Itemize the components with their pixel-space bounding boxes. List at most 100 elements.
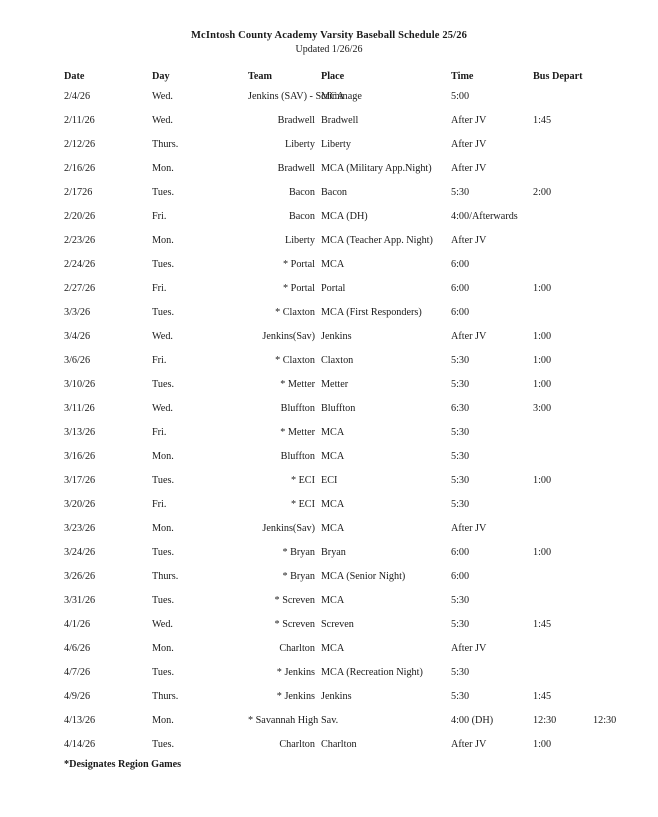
cell-date: 2/24/26 <box>64 259 96 270</box>
cell-bus-depart: 1:00 <box>533 547 552 558</box>
cell-date: 4/7/26 <box>64 667 91 678</box>
cell-team: Bluffton <box>280 451 315 462</box>
table-row: 3/3/26 Tues. * Claxton MCA (First Responder… <box>64 307 633 332</box>
cell-bus-depart: 2:00 <box>533 187 552 198</box>
cell-extra <box>593 740 633 764</box>
cell-day: Fri. <box>152 283 167 294</box>
cell-team: Bradwell <box>277 115 315 126</box>
cell-time: 4:00/Afterwards <box>451 211 518 222</box>
table-row: 3/6/26 Fri. * Claxton Claxton 5:30 1:00 <box>64 355 633 380</box>
cell-time: 5:30 <box>451 379 470 390</box>
cell-day: Tues. <box>152 547 174 558</box>
cell-date: 2/20/26 <box>64 211 96 222</box>
cell-date: 4/1/26 <box>64 619 91 630</box>
cell-day: Wed. <box>152 115 173 126</box>
column-header-place: Place <box>321 71 345 82</box>
cell-bus-depart: 1:45 <box>533 691 552 702</box>
cell-date: 4/13/26 <box>64 715 96 726</box>
cell-time: 5:30 <box>451 667 470 678</box>
cell-date: 3/23/26 <box>64 523 96 534</box>
cell-place: Sav. <box>321 715 339 726</box>
cell-team: * Claxton <box>275 355 315 366</box>
cell-extra <box>593 116 633 140</box>
table-row: 3/11/26 Wed. Bluffton Bluffton 6:30 3:00 <box>64 403 633 428</box>
cell-extra <box>593 356 633 380</box>
cell-day: Tues. <box>152 187 174 198</box>
cell-date: 3/11/26 <box>64 403 95 414</box>
cell-day: Mon. <box>152 643 174 654</box>
cell-time: After JV <box>451 235 487 246</box>
table-row: 3/20/26 Fri. * ECI MCA 5:30 <box>64 499 633 524</box>
table-row: 2/1726 Tues. Bacon Bacon 5:30 2:00 <box>64 187 633 212</box>
cell-extra <box>593 620 633 644</box>
cell-place: MCA <box>321 427 345 438</box>
cell-bus-depart <box>533 212 593 236</box>
cell-team: Bacon <box>288 211 315 222</box>
cell-date: 2/4/26 <box>64 91 91 102</box>
cell-time: After JV <box>451 739 487 750</box>
cell-extra <box>593 188 633 212</box>
cell-bus-depart: 1:45 <box>533 115 552 126</box>
cell-time: 5:30 <box>451 475 470 486</box>
cell-team: * Screven <box>274 595 315 606</box>
cell-time: After JV <box>451 643 487 654</box>
column-header-day: Day <box>152 71 170 82</box>
table-row: 3/10/26 Tues. * Metter Metter 5:30 1:00 <box>64 379 633 404</box>
title-block: McIntosh County Academy Varsity Baseball… <box>0 0 658 57</box>
cell-extra: 12:30 <box>593 715 617 726</box>
table-row: 3/16/26 Mon. Bluffton MCA 5:30 <box>64 451 633 476</box>
table-row: 3/17/26 Tues. * ECI ECI 5:30 1:00 <box>64 475 633 500</box>
cell-extra <box>593 212 633 236</box>
table-row: 2/27/26 Fri. * Portal Portal 6:00 1:00 <box>64 283 633 308</box>
cell-bus-depart <box>533 428 593 452</box>
cell-date: 3/24/26 <box>64 547 96 558</box>
cell-team: Charlton <box>279 643 315 654</box>
cell-time: 5:30 <box>451 691 470 702</box>
cell-day: Fri. <box>152 427 167 438</box>
cell-team: * ECI <box>290 499 315 510</box>
table-row: 2/12/26 Thurs. Liberty Liberty After JV <box>64 139 633 164</box>
cell-extra <box>593 236 633 260</box>
cell-team: * Savannah High <box>248 715 319 726</box>
cell-place: MCA <box>321 451 345 462</box>
cell-place: MCA (First Responders) <box>321 307 422 318</box>
cell-place: MCA (Military App.Night) <box>321 163 432 174</box>
cell-bus-depart: 1:00 <box>533 283 552 294</box>
cell-date: 2/1726 <box>64 187 93 198</box>
cell-bus-depart: 1:00 <box>533 739 552 750</box>
table-row: 4/14/26 Tues. Charlton Charlton After JV 1:00 <box>64 739 633 764</box>
table-row: 2/20/26 Fri. Bacon MCA (DH) 4:00/Afterwards <box>64 211 633 236</box>
cell-place: MCA (Teacher App. Night) <box>321 235 433 246</box>
cell-team: * ECI <box>290 475 315 486</box>
cell-place: MCA (Recreation Night) <box>321 667 423 678</box>
cell-time: After JV <box>451 115 487 126</box>
cell-place: MCA <box>321 91 345 102</box>
cell-date: 4/6/26 <box>64 643 91 654</box>
cell-place: Bacon <box>321 187 348 198</box>
cell-place: Liberty <box>321 139 351 150</box>
cell-place: MCA (DH) <box>321 211 368 222</box>
cell-date: 3/6/26 <box>64 355 91 366</box>
cell-bus-depart: 1:00 <box>533 379 552 390</box>
cell-time: 5:00 <box>451 91 470 102</box>
cell-bus-depart: 3:00 <box>533 403 552 414</box>
column-header-date: Date <box>64 71 85 82</box>
cell-team: * Jenkins <box>276 691 315 702</box>
cell-extra <box>593 380 633 404</box>
cell-place: Bradwell <box>321 115 359 126</box>
cell-bus-depart <box>533 572 593 596</box>
cell-time: 4:00 (DH) <box>451 715 494 726</box>
cell-extra <box>593 92 633 116</box>
cell-extra <box>593 572 633 596</box>
cell-date: 3/13/26 <box>64 427 96 438</box>
cell-team: Liberty <box>285 235 315 246</box>
cell-date: 2/27/26 <box>64 283 96 294</box>
cell-team: * Bryan <box>282 547 315 558</box>
table-row: 3/31/26 Tues. * Screven MCA 5:30 <box>64 595 633 620</box>
cell-bus-depart: 1:00 <box>533 475 552 486</box>
cell-team: Jenkins(Sav) <box>262 331 315 342</box>
cell-team: Bacon <box>288 187 315 198</box>
cell-day: Mon. <box>152 715 174 726</box>
cell-bus-depart <box>533 500 593 524</box>
